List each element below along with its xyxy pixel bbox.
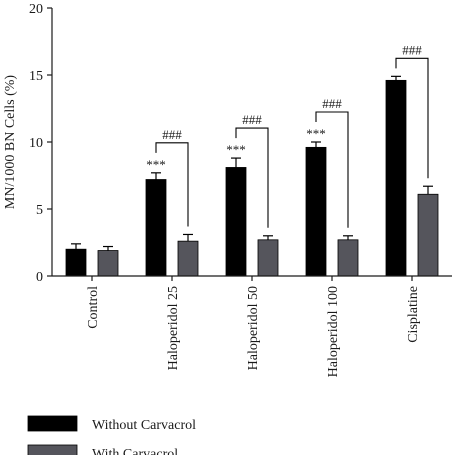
legend-item: With Carvacrol <box>27 444 178 455</box>
significance-bracket: ### <box>155 127 189 227</box>
bracket-label: ### <box>162 127 182 142</box>
bracket-label: ### <box>322 96 342 111</box>
significance-bracket: ### <box>235 112 269 228</box>
bar-without-carvacrol <box>145 179 167 277</box>
bracket-line <box>155 142 189 227</box>
legend-label: With Carvacrol <box>92 447 178 455</box>
legend-label: Without Carvacrol <box>92 418 196 433</box>
significance-stars: *** <box>146 157 166 172</box>
y-tick-label: 20 <box>29 2 43 17</box>
bar-with-carvacrol <box>177 240 199 277</box>
y-tick-label: 10 <box>29 136 43 151</box>
x-tick-label: Cisplatine <box>406 286 421 343</box>
significance-stars: *** <box>226 142 246 157</box>
plot-area: *** *** *** ### ### ### ### <box>65 42 439 277</box>
y-tick-label: 0 <box>36 270 43 285</box>
bar-with-carvacrol <box>97 250 119 277</box>
y-tick-label: 15 <box>29 69 43 84</box>
legend-swatch <box>27 444 78 455</box>
legend-item: Without Carvacrol <box>27 415 196 433</box>
significance-stars: *** <box>306 126 326 141</box>
bar-with-carvacrol <box>257 239 279 277</box>
bracket-line <box>235 127 269 228</box>
bar-with-carvacrol <box>417 193 439 277</box>
bar-without-carvacrol <box>225 167 247 277</box>
significance-bracket: ### <box>315 96 349 228</box>
x-tick-label: Haloperidol 100 <box>326 286 341 377</box>
axes: 0 5 10 15 20 MN/1000 BN Cells (%) Control Halop… <box>3 2 452 377</box>
bar-with-carvacrol <box>337 239 359 277</box>
bracket-label: ### <box>242 112 262 127</box>
bracket-label: ### <box>402 42 422 57</box>
bar-without-carvacrol <box>385 79 407 277</box>
x-tick-label: Haloperidol 25 <box>166 286 181 370</box>
bracket-line <box>395 57 429 179</box>
legend-swatch <box>27 415 78 432</box>
bracket-line <box>315 111 349 228</box>
bar-without-carvacrol <box>65 248 87 277</box>
significance-bracket: ### <box>395 42 429 179</box>
bar-without-carvacrol <box>305 146 327 277</box>
x-tick-label: Haloperidol 50 <box>246 286 261 370</box>
legend: Without Carvacrol With Carvacrol <box>27 415 196 455</box>
y-axis-title: MN/1000 BN Cells (%) <box>3 75 18 210</box>
y-tick-label: 5 <box>36 203 43 218</box>
x-tick-label: Control <box>86 286 101 329</box>
